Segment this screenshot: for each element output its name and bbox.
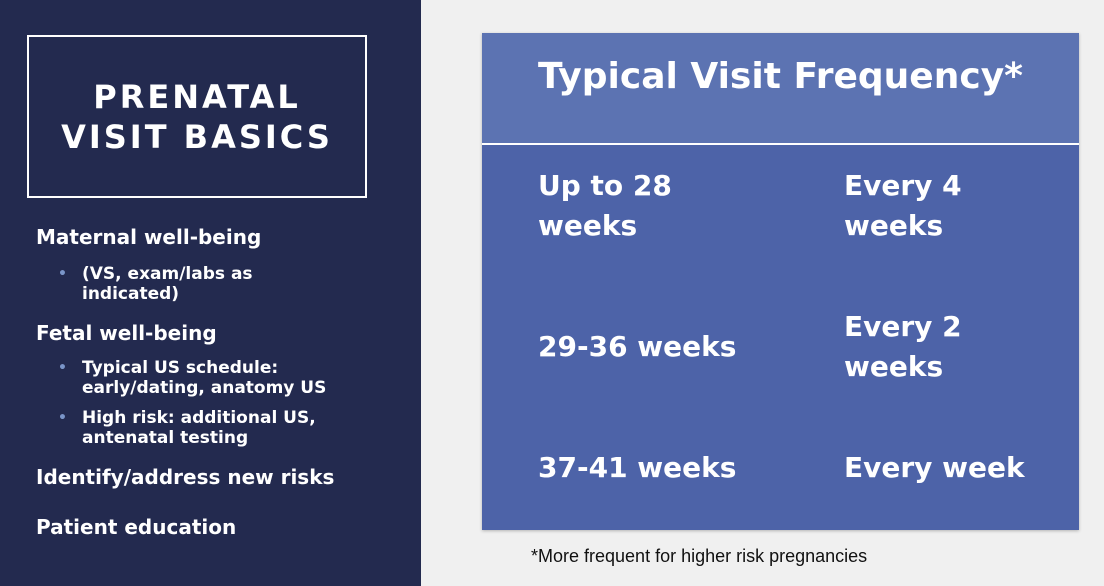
table-cell-period: 29-36 weeks [538, 330, 737, 363]
slide-title-line-2: VISIT BASICS [61, 117, 333, 156]
table-cell-period: 37-41 weeks [538, 451, 737, 484]
bullet-identify-risks: Identify/address new risks [36, 465, 335, 489]
bullet-list: Maternal well-being • (VS, exam/labs as … [36, 224, 406, 540]
sub-bullet-text: High risk: additional US, antenatal test… [82, 408, 316, 448]
sub-bullet-text: Typical US schedule: early/dating, anato… [82, 358, 327, 398]
title-box: PRENATAL VISIT BASICS [27, 35, 367, 198]
sub-bullet-typical-us: • Typical US schedule: early/dating, ana… [36, 358, 402, 398]
table-title: Typical Visit Frequency* [538, 55, 1023, 97]
sub-bullet-maternal-vs: • (VS, exam/labs as indicated) [36, 264, 342, 304]
footnote: *More frequent for higher risk pregnanci… [531, 546, 868, 566]
bullet-patient-education: Patient education [36, 515, 237, 539]
table-cell-frequency: Every 4 weeks [844, 169, 962, 242]
bullet-maternal-well-being: Maternal well-being [36, 225, 262, 249]
visit-frequency-table: Typical Visit Frequency* Up to 28 weeks … [482, 33, 1079, 530]
bullet-fetal-well-being: Fetal well-being [36, 321, 217, 345]
sub-bullet-text: (VS, exam/labs as indicated) [82, 264, 253, 304]
bullet-dot-icon: • [58, 410, 67, 426]
table-cell-period: Up to 28 weeks [538, 169, 672, 242]
sub-bullet-high-risk: • High risk: additional US, antenatal te… [36, 408, 402, 448]
left-panel: PRENATAL VISIT BASICS Maternal well-bein… [0, 0, 421, 586]
table-header: Typical Visit Frequency* [482, 33, 1079, 145]
table-cell-frequency: Every 2 weeks [844, 310, 962, 383]
bullet-dot-icon: • [58, 266, 67, 282]
slide-title-line-1: PRENATAL [93, 77, 301, 116]
bullet-dot-icon: • [58, 360, 67, 376]
table-cell-frequency: Every week [844, 451, 1025, 484]
